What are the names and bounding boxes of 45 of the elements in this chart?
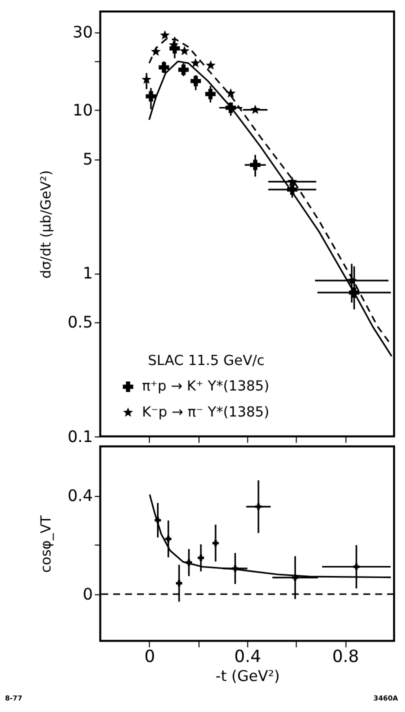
y-tick-label: 1: [82, 264, 93, 283]
y-tick-label: 5: [82, 149, 93, 168]
point: [226, 102, 236, 113]
point: [250, 104, 260, 114]
point: [165, 536, 172, 542]
point: [212, 540, 219, 546]
point: [146, 91, 156, 102]
point: [287, 176, 298, 186]
y-tick-label: 0.5: [68, 312, 93, 332]
y-tick-label: 30: [72, 22, 93, 42]
y-tick-label: 0: [82, 584, 93, 604]
x-axis-title: -t (GeV²): [215, 667, 280, 686]
point: [250, 160, 260, 170]
point: [154, 517, 161, 524]
point: [255, 504, 262, 510]
point: [190, 76, 201, 86]
point: [198, 554, 204, 562]
point: [176, 580, 182, 586]
point: [226, 88, 236, 98]
point: [178, 64, 189, 75]
point: [142, 74, 152, 84]
legend-label: π⁺p → K⁺ Y*(1385): [142, 378, 270, 395]
x-tick-label: 0.8: [332, 646, 360, 666]
y-tick-label: 10: [72, 100, 93, 120]
point: [292, 574, 298, 581]
point: [150, 46, 161, 56]
point: [158, 62, 170, 73]
point: [180, 46, 190, 56]
y-axis-title: cosφ_VT: [38, 514, 55, 573]
point: [348, 287, 360, 298]
x-tick-label: 0: [144, 646, 156, 666]
point: [205, 88, 216, 100]
point: [160, 30, 170, 40]
y-tick-label: 0.4: [68, 486, 93, 506]
legend-label: K⁻p → π⁻ Y*(1385): [142, 404, 270, 421]
point: [287, 184, 298, 195]
legend-title: SLAC 11.5 GeV/c: [148, 352, 264, 369]
y-axis-title: dσ/dt (μb/GeV²): [38, 170, 55, 279]
point: [232, 565, 238, 572]
point: [206, 60, 216, 70]
point: [190, 58, 200, 68]
x-tick-label: 0.4: [234, 646, 262, 666]
point: [353, 564, 360, 570]
y-tick-label: 0.1: [68, 426, 93, 446]
point: [186, 559, 192, 566]
